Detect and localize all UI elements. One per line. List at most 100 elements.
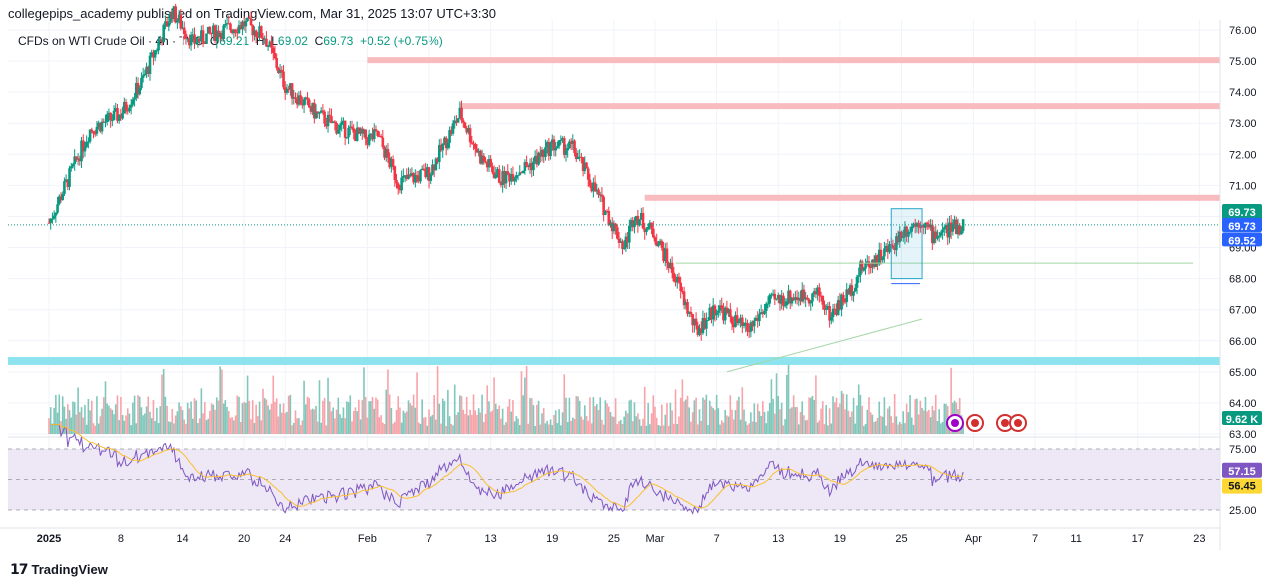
candle-body: [806, 297, 809, 300]
volume-bar: [832, 396, 834, 434]
resistance-zone: [367, 57, 1221, 64]
candle-body: [814, 291, 818, 295]
volume-bar: [168, 421, 170, 434]
candle-body: [355, 127, 359, 142]
volume-bar: [732, 419, 735, 434]
volume-bar: [561, 412, 564, 434]
candle-body: [426, 167, 429, 178]
volume-bar: [137, 395, 139, 434]
candle-body: [924, 222, 927, 228]
volume-bar: [483, 422, 485, 434]
volume-bar: [383, 424, 386, 434]
volume-bar: [589, 397, 591, 434]
volume-bar: [138, 396, 141, 434]
candle-body: [681, 290, 684, 292]
candle-body: [550, 139, 554, 144]
volume-bar: [934, 394, 937, 434]
volume-bar: [914, 399, 917, 434]
candle-body: [556, 146, 559, 148]
candle-body: [845, 289, 849, 302]
candle-body: [146, 66, 150, 75]
volume-bar: [556, 423, 559, 434]
candle-body: [458, 107, 462, 119]
volume-bar: [924, 396, 927, 434]
volume-bar: [488, 401, 490, 434]
volume-bar: [619, 419, 622, 434]
candle-body: [663, 248, 667, 261]
volume-bar: [685, 399, 687, 434]
candle-body: [335, 122, 338, 134]
volume-bar: [518, 425, 521, 434]
volume-bar: [861, 405, 863, 434]
candle-body: [828, 306, 831, 321]
candle-body: [95, 126, 99, 134]
volume-bar: [352, 411, 355, 434]
candle-body: [884, 245, 888, 249]
rsi-tag-text: 57.15: [1228, 466, 1256, 478]
candle-body: [107, 112, 111, 115]
candle-body: [544, 147, 547, 157]
legend-symbol[interactable]: CFDs on WTI Crude Oil · 4h · TVC: [18, 34, 204, 48]
volume-bar: [572, 417, 574, 434]
candle-body: [100, 121, 104, 132]
volume-bar: [253, 422, 256, 434]
candle-body: [117, 114, 121, 121]
volume-bar: [467, 415, 470, 434]
candle-body: [475, 148, 479, 153]
candle-body: [247, 17, 251, 19]
candle-body: [773, 293, 777, 300]
candle-body: [903, 226, 907, 237]
candle-body: [157, 41, 160, 51]
volume-bar: [765, 423, 768, 434]
event-dot-icon: [971, 419, 979, 427]
candle-body: [470, 142, 474, 144]
candle-body: [609, 222, 612, 226]
candle-body: [342, 120, 345, 122]
volume-bar: [457, 412, 459, 434]
volume-bar: [825, 404, 827, 434]
candle-body: [797, 297, 801, 301]
candle-body: [169, 11, 172, 23]
candles: [47, 3, 965, 341]
volume-bar: [399, 407, 401, 434]
volume-bar: [89, 410, 91, 434]
volume-bar: [245, 402, 247, 434]
time-tick-label: 14: [176, 533, 188, 545]
candle-body: [448, 130, 451, 143]
candle-body: [908, 231, 912, 233]
candle-body: [874, 255, 878, 267]
volume-bar: [428, 409, 430, 434]
candle-body: [943, 227, 946, 230]
volume-bar: [409, 403, 412, 434]
volume-bar: [820, 408, 822, 434]
candle-body: [193, 34, 196, 44]
volume-bar: [524, 377, 526, 434]
volume-bar: [440, 423, 442, 434]
candle-body: [621, 241, 624, 249]
candle-body: [653, 237, 657, 242]
candle-body: [92, 131, 95, 134]
candle-body: [715, 312, 718, 316]
time-axis[interactable]: 2025 8 14 20 24 Feb 7 13 19 25 Mar 7 13 19 25 Apr 7 11 17 2…: [0, 527, 1220, 545]
candle-body: [504, 171, 508, 184]
candle-body: [414, 175, 417, 183]
volume-bar: [698, 409, 701, 434]
volume-bar: [209, 410, 211, 434]
volume-bar: [926, 411, 928, 434]
volume-bar: [962, 422, 964, 434]
tradingview-footer[interactable]: 𝟭𝟳 TradingView: [10, 561, 108, 578]
volume-bar: [542, 408, 545, 434]
candle-body: [915, 223, 919, 227]
volume-bar: [421, 399, 423, 434]
volume-bar: [661, 404, 663, 434]
candle-body: [141, 75, 145, 78]
volume-bar: [792, 395, 795, 434]
candle-body: [511, 174, 515, 182]
volume-bar: [893, 394, 896, 434]
event-icons[interactable]: [946, 414, 1027, 432]
volume-bar: [339, 414, 341, 434]
volume-bar: [82, 417, 85, 434]
price-axis[interactable]: 76.0075.0074.0073.0072.0071.0070.0069.00…: [1219, 20, 1257, 550]
volume-bar: [717, 408, 720, 434]
